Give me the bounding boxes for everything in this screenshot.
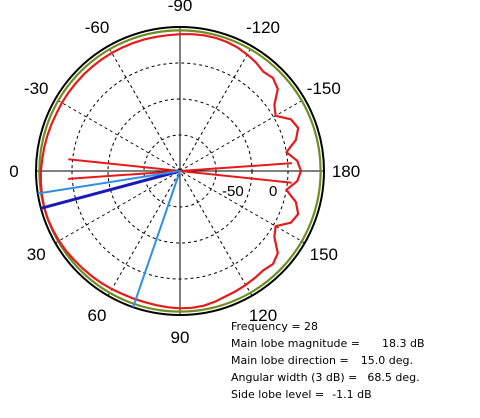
- lobe-lines: [37, 158, 293, 308]
- lobe-line-2-1: [132, 170, 181, 308]
- lobe-line-0-0: [68, 158, 181, 172]
- lobe-line-0-3: [179, 162, 293, 172]
- main-lobe-magnitude-label: Main lobe magnitude =: [231, 337, 361, 350]
- outer-ring: [35, 26, 325, 316]
- lobe-line-2-0: [37, 170, 181, 195]
- angle-tick-1: -120: [246, 18, 280, 37]
- reference-circle: [38, 29, 322, 313]
- side-lobe-row: Side lobe level = -1.1 dB: [231, 386, 425, 403]
- pattern-curve: [39, 33, 303, 310]
- angle-tick-10: -30: [24, 79, 49, 98]
- main-lobe-magnitude-row: Main lobe magnitude = 18.3 dB: [231, 335, 425, 352]
- main-lobe-magnitude-value: 18.3 dB: [382, 337, 425, 350]
- angular-width-row: Angular width (3 dB) = 68.5 deg.: [231, 369, 425, 386]
- angle-tick-6: 90: [171, 328, 190, 347]
- lobe-line-1-0: [40, 169, 181, 210]
- angle-tick-4: 150: [310, 245, 338, 264]
- angle-tick-5: 120: [249, 306, 277, 325]
- side-lobe-label: Side lobe level =: [231, 388, 325, 401]
- main-lobe-direction-row: Main lobe direction = 15.0 deg.: [231, 352, 425, 369]
- side-lobe-value: -1.1 dB: [332, 388, 372, 401]
- angular-width-label: Angular width (3 dB) =: [231, 371, 358, 384]
- main-lobe-direction-label: Main lobe direction =: [231, 354, 349, 367]
- radial-tick-label: -50: [222, 183, 244, 200]
- angle-tick-9: 0: [9, 162, 18, 181]
- angle-tick-labels: -90 -120 -150 180 150 120 90 60 30 0 -30 -60: [9, 0, 360, 347]
- reference-circle-ring: [38, 29, 322, 313]
- lobe-line-0-2: [179, 170, 292, 184]
- angle-tick-11: -60: [85, 18, 110, 37]
- radiation-pattern: [39, 33, 303, 310]
- angle-tick-7: 60: [88, 306, 107, 325]
- radial-tick-label-zero: 0: [269, 183, 277, 200]
- lobe-line-0-1: [67, 170, 181, 180]
- angle-tick-8: 30: [27, 245, 46, 264]
- angle-tick-3: 180: [332, 162, 360, 181]
- angular-width-value: 68.5 deg.: [367, 371, 420, 384]
- info-panel: Frequency = 28 Main lobe magnitude = 18.3…: [231, 318, 425, 403]
- main-lobe-direction-value: 15.0 deg.: [360, 354, 413, 367]
- frequency-text: Frequency = 28: [231, 320, 319, 333]
- angle-tick-0: -90: [168, 0, 193, 15]
- angle-tick-2: -150: [307, 79, 341, 98]
